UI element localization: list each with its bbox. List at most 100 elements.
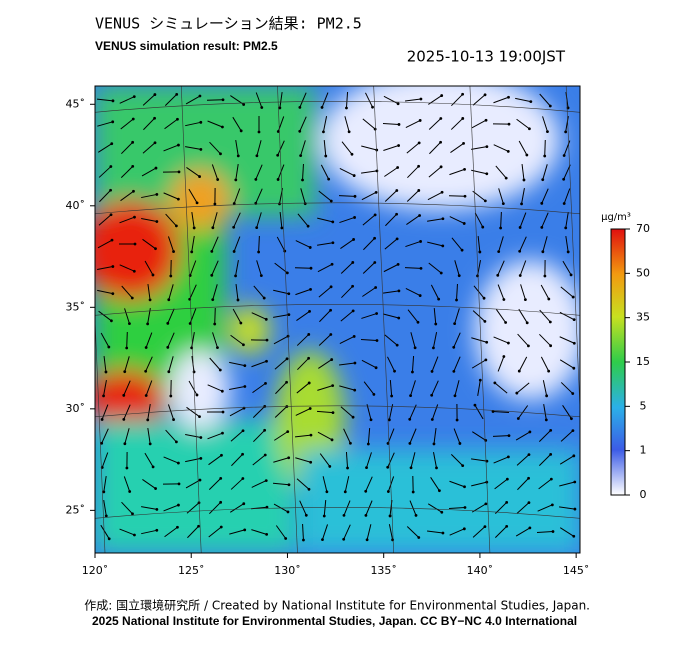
wind-arrow-head [523, 298, 527, 302]
wind-arrow [454, 380, 460, 396]
wind-arrow [472, 94, 486, 106]
axes: 120˚ 125˚ 130˚ 135˚ 140˚ 145˚ 45˚ 40˚ 35˚ 30˚ 25˚ [66, 97, 590, 577]
wind-arrow-head [221, 125, 224, 129]
wind-arrow-head [502, 298, 506, 301]
wind-arrow [406, 142, 420, 154]
wind-arrow [450, 142, 464, 154]
wind-arrow-head [192, 226, 196, 230]
wind-arrow [167, 236, 175, 252]
wind-arrow [405, 98, 421, 102]
wind-arrow-head [285, 271, 289, 275]
wind-arrow-head [155, 220, 159, 223]
wind-arrow [229, 407, 245, 417]
wind-arrow [163, 144, 179, 152]
wind-arrow-head [242, 343, 245, 347]
wind-arrow-head [351, 415, 355, 419]
wind-arrow-head [435, 466, 438, 470]
wind-arrow-head [155, 507, 159, 511]
wind-arrow-head [221, 431, 224, 435]
wind-arrow [516, 118, 530, 130]
wind-arrow-head [504, 321, 508, 324]
wind-arrow-head [153, 116, 156, 120]
wind-arrow [231, 453, 243, 467]
wind-arrow-head [154, 166, 158, 170]
wind-arrow-head [516, 417, 520, 420]
wind-arrow [165, 213, 177, 227]
wind-arrow-head [417, 536, 421, 539]
wind-arrow [560, 286, 574, 298]
wind-arrow-head [347, 130, 351, 134]
wind-arrow-head [528, 430, 532, 434]
wind-arrow-head [327, 177, 331, 181]
wind-arrow [520, 284, 526, 300]
wind-arrow-head [432, 442, 436, 446]
wind-arrow-head [414, 514, 418, 517]
wind-arrow-head [153, 93, 157, 96]
wind-arrow [493, 144, 509, 152]
wind-arrow-head [146, 322, 150, 326]
wind-arrow-head [236, 154, 240, 158]
wind-arrow-head [110, 238, 114, 242]
wind-arrow-head [484, 118, 488, 122]
wind-arrow [251, 312, 267, 320]
wind-arrow [410, 380, 416, 396]
wind-arrow [451, 237, 463, 251]
wind-arrow-head [547, 297, 551, 301]
wind-arrow [406, 190, 420, 202]
wind-arrow [345, 91, 349, 109]
wind-arrow [119, 528, 135, 536]
wind-arrow-head [483, 199, 487, 203]
wind-arrow [276, 236, 286, 252]
wind-arrow [477, 380, 481, 396]
wind-arrow [144, 260, 154, 276]
wind-arrow [277, 140, 285, 156]
wind-arrow [453, 356, 461, 372]
wind-arrow-head [146, 418, 150, 422]
wind-arrow-head [408, 417, 412, 421]
haze [95, 370, 165, 430]
wind-arrow [296, 382, 310, 394]
wind-arrow [98, 214, 112, 226]
wind-arrow [540, 284, 550, 300]
wind-arrow-head [330, 438, 334, 442]
wind-arrow-head [286, 510, 290, 514]
wind-arrow-head [198, 94, 202, 98]
wind-arrow-head [148, 298, 152, 302]
wind-arrow [428, 118, 442, 130]
wind-arrow-head [221, 98, 225, 102]
wind-arrow [294, 434, 312, 438]
colorbar [610, 228, 626, 496]
wind-arrow [405, 287, 421, 297]
wind-arrow-head [441, 244, 445, 248]
wind-arrow-head [491, 410, 495, 413]
wind-arrow [145, 356, 153, 372]
wind-arrow [471, 119, 487, 129]
wind-arrow-head [298, 129, 302, 133]
wind-arrow-head [525, 153, 529, 157]
wind-arrow-head [430, 418, 434, 421]
wind-arrow [295, 408, 311, 416]
wind-arrow [516, 454, 530, 466]
wind-arrow-head [549, 428, 553, 432]
wind-arrow-head [395, 343, 399, 347]
wind-arrow-head [109, 165, 113, 168]
wind-arrow-head [373, 127, 377, 131]
wind-arrow [498, 188, 504, 204]
wind-arrow-head [199, 457, 203, 460]
wind-arrow [427, 530, 443, 534]
timestamp: 2025-10-13 19:00JST [407, 48, 566, 66]
colorbar-tick-label: 70 [636, 222, 650, 235]
wind-arrow-head [572, 454, 576, 458]
wind-arrow [519, 212, 527, 228]
wind-arrow [454, 308, 460, 324]
wind-arrow-head [528, 127, 531, 131]
wind-arrow [516, 382, 530, 394]
wind-arrow [363, 237, 375, 251]
wind-arrow [272, 482, 290, 486]
wind-arrow [344, 116, 350, 132]
wind-arrow-head [278, 202, 281, 206]
wind-arrow [163, 456, 179, 464]
wind-arrow [258, 235, 260, 253]
wind-arrow-head [210, 249, 214, 253]
wind-arrow-head [517, 369, 521, 373]
